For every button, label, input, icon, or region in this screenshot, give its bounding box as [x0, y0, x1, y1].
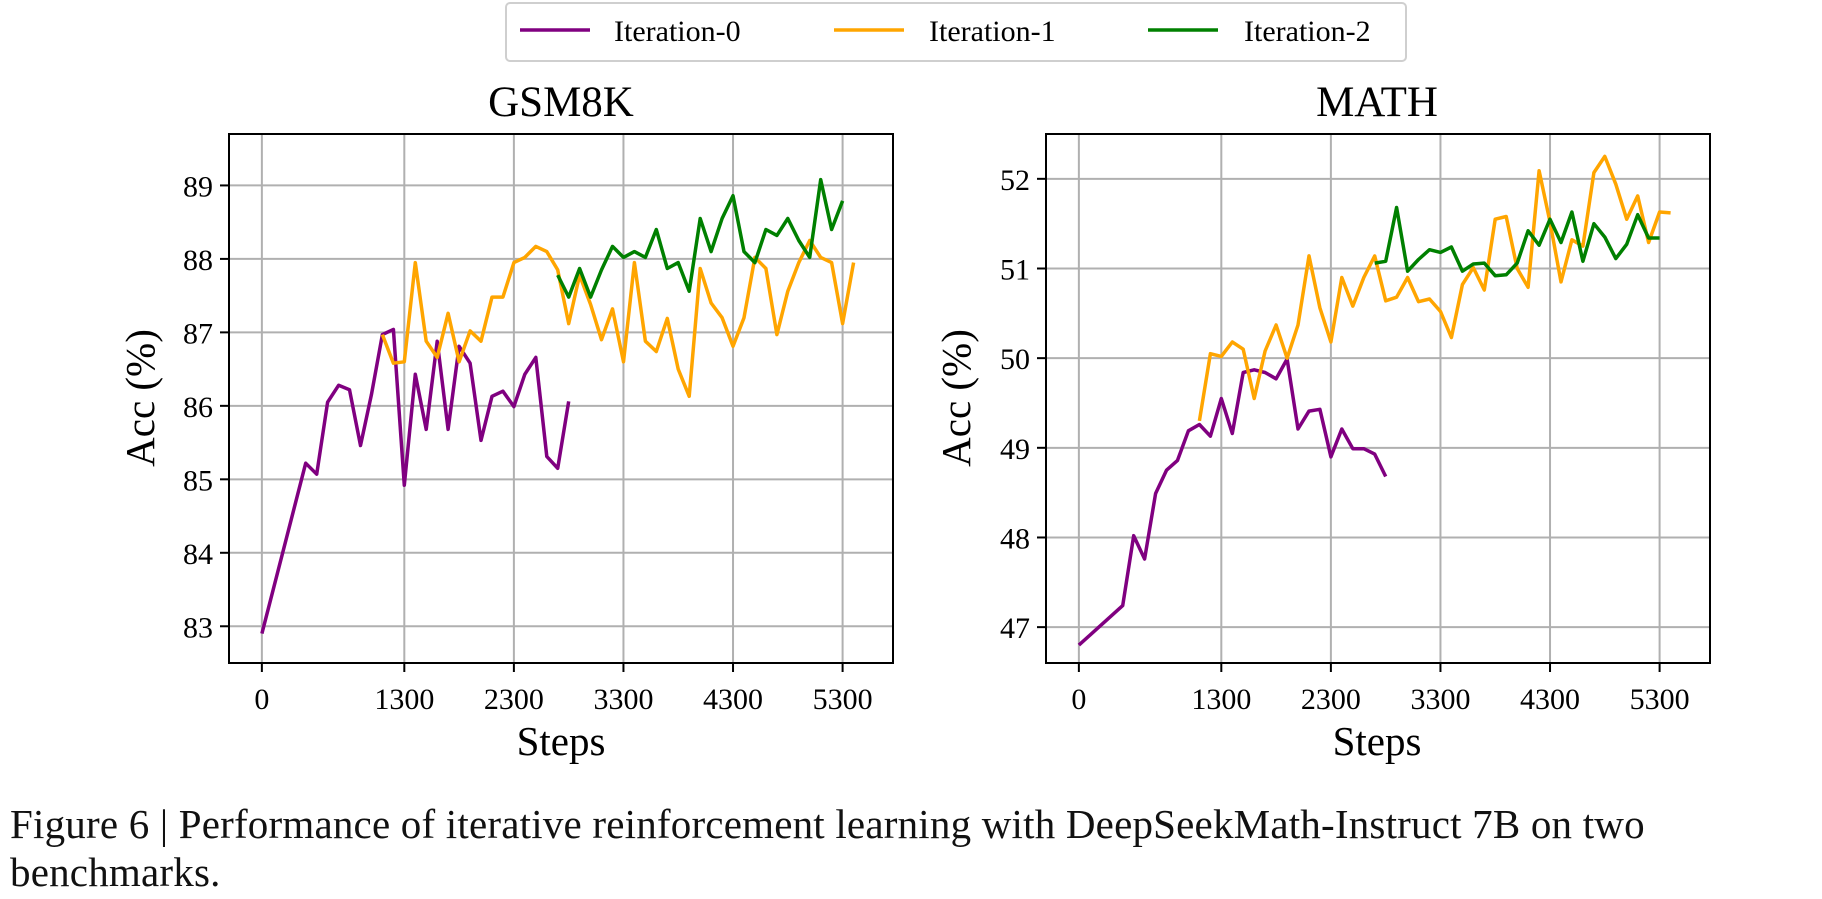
x-tick-label-gsm8k: 0 — [254, 683, 269, 716]
series-line-iteration-1-math — [1197, 154, 1671, 422]
x-axis-label-gsm8k: Steps — [517, 718, 606, 764]
y-tick-label-math: 52 — [1000, 164, 1030, 197]
x-tick-label-math: 2300 — [1301, 683, 1361, 716]
y-tick-label-math: 49 — [1000, 433, 1030, 466]
legend-frame — [505, 2, 1407, 62]
chart-title-math: MATH — [1316, 79, 1438, 126]
x-tick-label-gsm8k: 4300 — [703, 683, 763, 716]
figure-caption: Figure 6 | Performance of iterative rein… — [10, 801, 1645, 895]
series-line-iteration-0-gsm8k — [260, 327, 571, 635]
x-tick-label-gsm8k: 5300 — [813, 683, 873, 716]
figure: Iteration-0 Iteration-1 Iteration-2 GSM8… — [117, 2, 1711, 764]
x-tick-label-math: 1300 — [1191, 683, 1251, 716]
x-tick-label-math: 4300 — [1520, 683, 1580, 716]
y-axis-label-math: Acc (%) — [933, 329, 979, 467]
legend-label-iteration-2: Iteration-2 — [1244, 15, 1371, 48]
chart-title-gsm8k: GSM8K — [488, 79, 634, 126]
legend-label-iteration-0: Iteration-0 — [614, 15, 741, 48]
x-axis-label-math: Steps — [1333, 718, 1422, 764]
series-lines-gsm8k — [260, 177, 856, 635]
series-line-iteration-0-math — [1077, 357, 1388, 647]
gridlines-math — [1046, 134, 1710, 663]
series-line-iteration-1-gsm8k — [380, 238, 856, 399]
ticks-gsm8k: 0 1300 2300 3300 4300 5300 83 84 85 86 87 88 89 — [183, 170, 873, 716]
y-tick-label-gsm8k: 88 — [183, 244, 213, 277]
y-tick-label-gsm8k: 87 — [183, 317, 213, 350]
x-tick-label-math: 5300 — [1630, 683, 1690, 716]
plot-frame-gsm8k — [228, 133, 894, 664]
legend: Iteration-0 Iteration-1 Iteration-2 — [505, 2, 1407, 62]
y-tick-label-math: 47 — [1000, 612, 1030, 645]
y-tick-label-math: 50 — [1000, 343, 1030, 376]
series-line-iteration-2-gsm8k — [556, 177, 845, 299]
chart-math: MATH 0 1300 2300 3300 4300 5300 47 48 49 50 51 52 S… — [933, 79, 1711, 764]
series-lines-math — [1077, 154, 1671, 647]
y-axis-label-gsm8k: Acc (%) — [117, 329, 163, 467]
x-tick-label-gsm8k: 1300 — [374, 683, 434, 716]
y-tick-label-math: 48 — [1000, 522, 1030, 555]
x-tick-label-gsm8k: 3300 — [593, 683, 653, 716]
y-tick-label-math: 51 — [1000, 253, 1030, 286]
legend-label-iteration-1: Iteration-1 — [929, 15, 1056, 48]
y-tick-label-gsm8k: 89 — [183, 170, 213, 203]
series-line-iteration-2-math — [1374, 205, 1660, 278]
plot-frame-math — [1045, 133, 1711, 664]
chart-gsm8k: GSM8K 0 1300 2300 3300 4300 5300 83 84 85 86 87 88 8… — [117, 79, 894, 764]
legend-item-iteration-1: Iteration-1 — [834, 15, 1056, 48]
x-tick-label-gsm8k: 2300 — [484, 683, 544, 716]
y-tick-label-gsm8k: 84 — [183, 538, 213, 571]
x-tick-label-math: 0 — [1071, 683, 1086, 716]
x-tick-label-math: 3300 — [1410, 683, 1470, 716]
legend-item-iteration-0: Iteration-0 — [520, 15, 741, 48]
y-tick-label-gsm8k: 83 — [183, 611, 213, 644]
legend-item-iteration-2: Iteration-2 — [1148, 15, 1371, 48]
ticks-math: 0 1300 2300 3300 4300 5300 47 48 49 50 51 52 — [1000, 164, 1690, 716]
y-tick-label-gsm8k: 86 — [183, 391, 213, 424]
y-tick-label-gsm8k: 85 — [183, 464, 213, 497]
gridlines-gsm8k — [229, 134, 893, 663]
